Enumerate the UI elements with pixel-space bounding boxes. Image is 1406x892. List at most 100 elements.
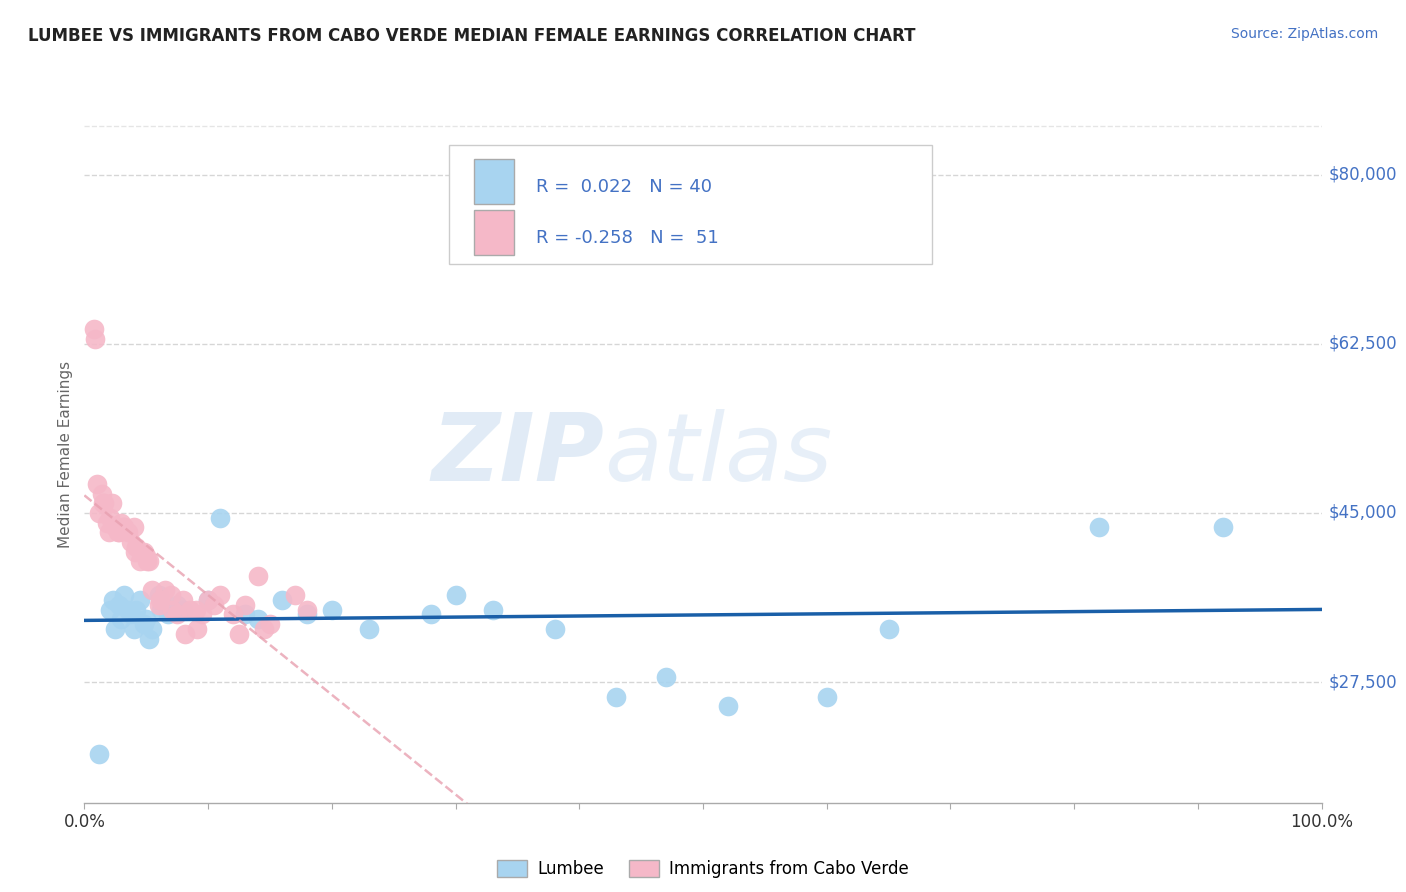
Point (259, 617, 281, 632)
Point (135, 549, 157, 564)
Point (110, 516, 132, 530)
Point (104, 622, 127, 636)
Point (271, 592, 294, 607)
Point (419, 607, 441, 622)
Point (135, 612, 157, 626)
Point (202, 598, 225, 612)
Point (444, 588, 467, 602)
Point (117, 602, 139, 616)
Point (98, 525, 121, 540)
Text: $80,000: $80,000 (1329, 166, 1398, 184)
Point (815, 690, 838, 704)
Point (186, 622, 208, 636)
Point (1212, 520, 1234, 534)
FancyBboxPatch shape (474, 159, 513, 204)
Text: atlas: atlas (605, 409, 832, 500)
Text: ZIP: ZIP (432, 409, 605, 501)
Point (100, 496, 122, 510)
Point (89, 506, 111, 520)
Point (129, 554, 152, 568)
Point (209, 588, 232, 602)
Point (132, 544, 155, 558)
Point (108, 525, 131, 540)
Point (179, 602, 201, 616)
FancyBboxPatch shape (450, 145, 932, 263)
Point (233, 607, 256, 622)
Point (83, 322, 105, 336)
Point (117, 525, 139, 540)
Point (295, 602, 318, 616)
Point (197, 592, 219, 607)
Point (101, 592, 124, 607)
Point (120, 535, 142, 549)
Point (481, 602, 503, 616)
Point (108, 598, 131, 612)
Point (93, 496, 115, 510)
Point (321, 602, 343, 616)
Point (84, 332, 107, 346)
Point (98, 510, 121, 524)
Point (605, 690, 627, 704)
Point (112, 520, 135, 534)
Point (160, 588, 183, 602)
Point (284, 588, 307, 602)
Point (166, 598, 188, 612)
Point (153, 583, 176, 598)
Text: LUMBEE VS IMMIGRANTS FROM CABO VERDE MEDIAN FEMALE EARNINGS CORRELATION CHART: LUMBEE VS IMMIGRANTS FROM CABO VERDE MED… (28, 27, 915, 45)
Point (149, 592, 172, 607)
Point (150, 602, 173, 616)
Point (120, 607, 142, 622)
Legend: Lumbee, Immigrants from Cabo Verde: Lumbee, Immigrants from Cabo Verde (491, 854, 915, 885)
Point (222, 607, 245, 622)
Point (157, 607, 180, 622)
Point (138, 632, 160, 646)
Point (172, 602, 194, 616)
Point (90, 486, 112, 500)
Point (86, 476, 108, 491)
Point (655, 670, 678, 684)
Point (246, 612, 269, 626)
Point (141, 583, 163, 598)
Point (98, 602, 121, 616)
Point (172, 592, 194, 607)
Point (184, 602, 207, 616)
Point (191, 607, 214, 622)
Point (233, 598, 256, 612)
Point (110, 612, 132, 626)
Point (246, 568, 269, 582)
Point (96, 516, 118, 530)
FancyBboxPatch shape (474, 210, 513, 255)
Point (357, 622, 380, 636)
Point (125, 540, 148, 554)
Point (125, 602, 148, 616)
Point (160, 602, 183, 616)
Point (122, 520, 145, 534)
Point (295, 607, 318, 622)
Point (877, 622, 900, 636)
Y-axis label: Median Female Earnings: Median Female Earnings (58, 361, 73, 549)
Point (209, 510, 232, 524)
Text: Source: ZipAtlas.com: Source: ZipAtlas.com (1230, 27, 1378, 41)
Point (129, 592, 152, 607)
Point (124, 544, 146, 558)
Point (166, 607, 188, 622)
Text: $62,500: $62,500 (1329, 334, 1398, 353)
Point (253, 622, 276, 636)
Point (122, 622, 145, 636)
Point (141, 622, 163, 636)
Text: R = -0.258   N =  51: R = -0.258 N = 51 (536, 229, 718, 247)
Point (148, 598, 170, 612)
Point (138, 554, 160, 568)
Point (112, 588, 135, 602)
Point (543, 622, 565, 636)
Point (107, 525, 129, 540)
Point (1088, 520, 1111, 534)
Point (104, 520, 127, 534)
Point (228, 626, 250, 640)
Point (717, 699, 740, 714)
Point (173, 626, 195, 640)
Point (136, 554, 159, 568)
Text: R =  0.022   N = 40: R = 0.022 N = 40 (536, 178, 711, 196)
Point (197, 592, 219, 607)
Point (132, 617, 155, 632)
